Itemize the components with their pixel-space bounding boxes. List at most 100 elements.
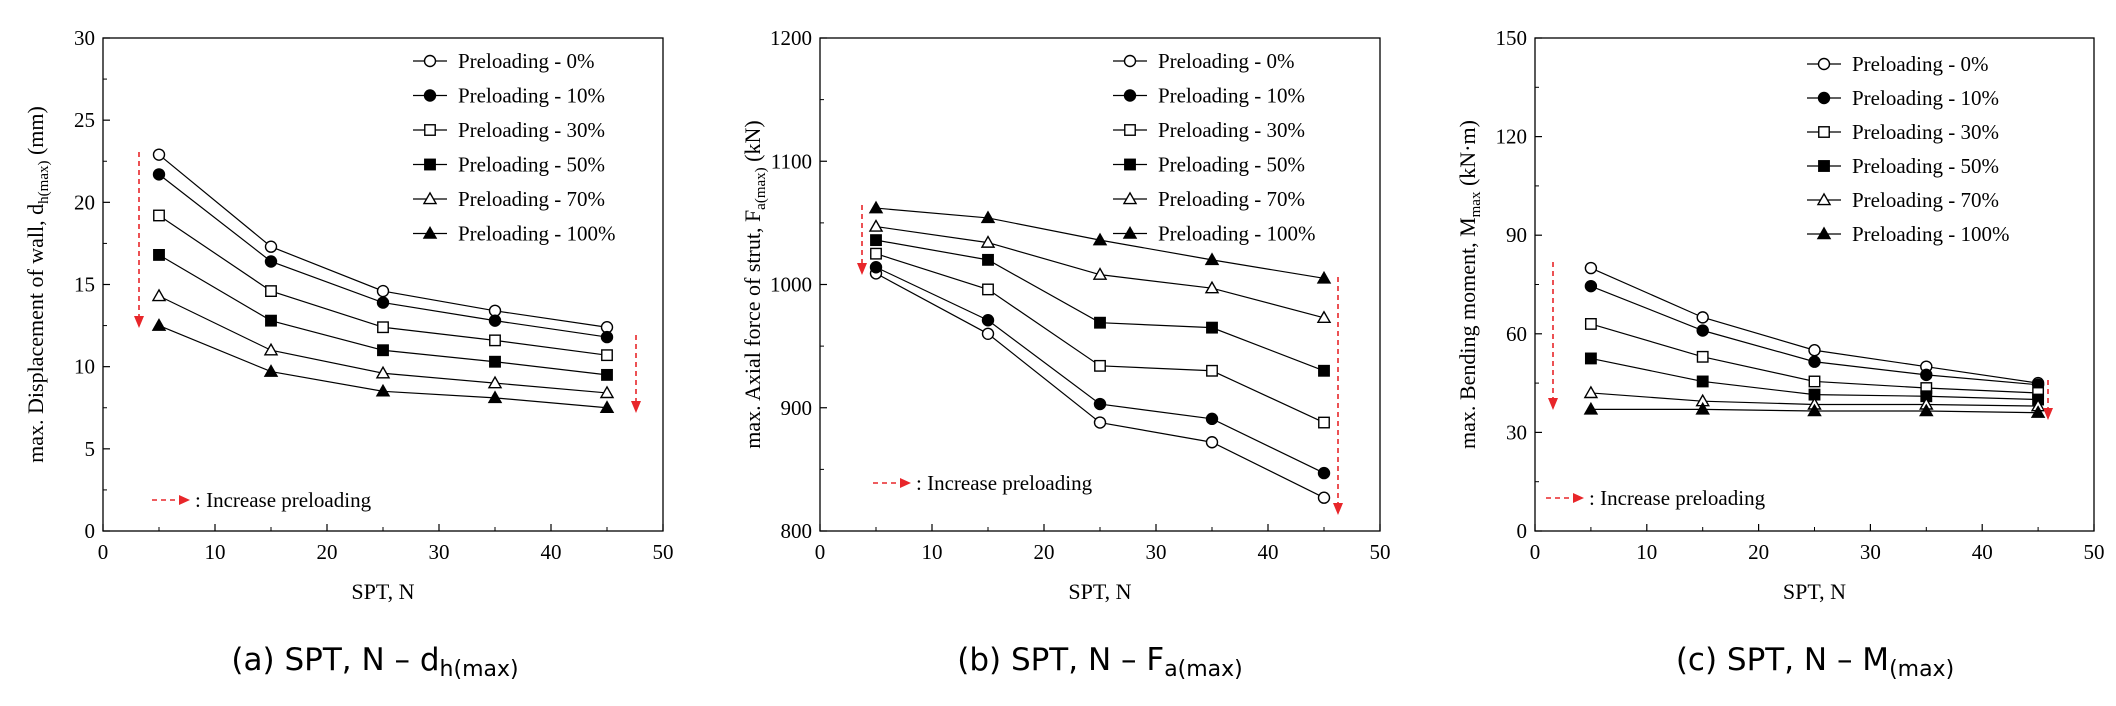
- legend-entry: Preloading - 10%: [1113, 84, 1305, 108]
- x-tick-label: 40: [541, 540, 562, 564]
- legend-entry: Preloading - 0%: [1807, 52, 1988, 76]
- arrow-head: [857, 263, 867, 275]
- legend-label: Preloading - 30%: [458, 118, 605, 142]
- y-tick-label: 900: [781, 396, 813, 420]
- x-tick-label: 0: [98, 540, 109, 564]
- annotation-arrow-head: [1573, 493, 1584, 503]
- data-series: [868, 219, 1332, 324]
- y-axis-label-main: max. Axial force of strut, F: [740, 210, 765, 449]
- data-point: [599, 385, 615, 399]
- y-axis-label-unit: (kN·m): [1455, 120, 1480, 191]
- annotation-arrow-head: [179, 495, 190, 505]
- data-point: [1920, 368, 1933, 382]
- annotation-text: : Increase preloading: [1589, 486, 1766, 510]
- legend-marker: [1818, 126, 1830, 138]
- x-tick-label: 0: [1530, 540, 1541, 564]
- data-series: [869, 261, 1331, 480]
- legend-marker: [423, 54, 437, 68]
- data-point: [981, 314, 995, 327]
- y-axis-label-main: max. Bending moment, M: [1455, 217, 1480, 449]
- annotation-text: : Increase preloading: [916, 471, 1093, 495]
- data-point: [868, 200, 884, 214]
- annotation-arrow-head: [900, 478, 911, 488]
- data-point: [601, 349, 613, 362]
- legend-marker: [422, 191, 438, 205]
- legend-label: Preloading - 0%: [458, 49, 594, 73]
- legend-entry: Preloading - 50%: [413, 153, 605, 177]
- data-series: [153, 248, 613, 381]
- legend-entry: Preloading - 30%: [1113, 118, 1305, 142]
- data-point: [151, 288, 167, 302]
- data-point: [1318, 364, 1330, 377]
- data-point: [265, 314, 277, 327]
- x-tick-label: 30: [1860, 540, 1881, 564]
- plot-frame: [102, 37, 664, 532]
- y-axis-label-main: max. Displacement of wall, d: [23, 204, 48, 463]
- data-point: [377, 344, 389, 357]
- panel-caption: (b) SPT, N – Fa(max): [957, 642, 1243, 682]
- data-point: [980, 210, 996, 224]
- x-tick-label: 20: [1034, 540, 1055, 564]
- y-tick-label: 25: [74, 108, 95, 132]
- caption-main: (b) SPT, N – F: [957, 642, 1164, 678]
- data-point: [1583, 401, 1599, 415]
- legend-entry: Preloading - 100%: [1807, 222, 2009, 246]
- data-point: [1316, 270, 1332, 284]
- y-axis-label-subscript: max: [1468, 191, 1484, 217]
- x-tick-label: 20: [317, 540, 338, 564]
- y-axis-label-subscript: a(max): [753, 167, 769, 209]
- y-tick-label: 150: [1496, 26, 1528, 50]
- data-point: [263, 342, 279, 356]
- data-point: [870, 234, 882, 247]
- data-series: [1584, 318, 2045, 399]
- data-series: [151, 318, 615, 413]
- data-point: [1583, 385, 1599, 399]
- legend-label: Preloading - 10%: [1852, 86, 1999, 110]
- legend-marker: [424, 158, 436, 171]
- y-tick-label: 60: [1506, 322, 1527, 346]
- y-axis-label-subscript: h(max): [36, 161, 52, 204]
- caption-main: (c) SPT, N – M: [1676, 642, 1889, 678]
- data-point: [1316, 310, 1332, 324]
- y-tick-label: 1100: [771, 149, 812, 173]
- data-point: [1318, 416, 1330, 429]
- plot-frame: [819, 37, 1381, 532]
- y-tick-label: 120: [1496, 125, 1528, 149]
- axial-force-chart: 0 10 20 30 40 50 800 900 1000 1100 1200 SPT, N max. …: [740, 26, 1391, 682]
- legend-label: Preloading - 30%: [1852, 120, 1999, 144]
- data-point: [1808, 375, 1821, 388]
- y-axis-label-unit: (mm): [23, 106, 48, 160]
- data-point: [1094, 359, 1106, 372]
- arrow-head: [2043, 408, 2053, 420]
- data-point: [376, 284, 390, 298]
- data-point: [1093, 397, 1107, 411]
- x-tick-label: 10: [205, 540, 226, 564]
- legend: Preloading - 0% Preloading - 10% Preloadin…: [1113, 49, 1315, 246]
- legend-label: Preloading - 70%: [1852, 188, 1999, 212]
- data-point: [1317, 491, 1331, 504]
- y-tick-label: 30: [74, 26, 95, 50]
- trend-arrow-right: [1333, 277, 1343, 515]
- y-axis-label: max. Displacement of wall, dh(max) (mm): [23, 106, 52, 463]
- data-point: [870, 247, 882, 260]
- legend-entry: Preloading - 70%: [413, 187, 605, 211]
- annotation: : Increase preloading: [873, 471, 1093, 495]
- data-point: [153, 209, 165, 222]
- x-tick-label: 30: [429, 540, 450, 564]
- data-point: [1317, 466, 1331, 480]
- x-axis-label: SPT, N: [351, 579, 414, 604]
- x-axis-label: SPT, N: [1783, 579, 1846, 604]
- data-point: [868, 219, 884, 232]
- legend-label: Preloading - 50%: [1852, 154, 1999, 178]
- data-point: [2030, 405, 2046, 418]
- legend-label: Preloading - 10%: [458, 84, 605, 108]
- data-point: [1584, 261, 1598, 275]
- data-point: [981, 327, 995, 340]
- displacement-chart: 0 10 20 30 40 50 0 5 10 15 20 25 30 SPT, N max. Displa…: [23, 26, 674, 682]
- legend-marker: [1817, 57, 1831, 71]
- legend-marker: [422, 226, 438, 239]
- data-point: [1807, 403, 1822, 417]
- data-point: [263, 364, 279, 377]
- data-point: [1206, 364, 1218, 377]
- legend-entry: Preloading - 30%: [1807, 120, 1999, 144]
